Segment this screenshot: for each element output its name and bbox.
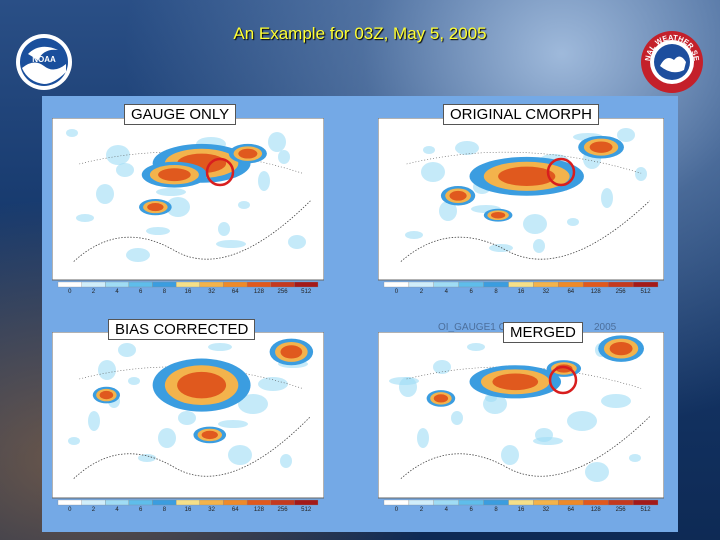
highlight-circle xyxy=(205,157,235,187)
colorbar-tick: 4 xyxy=(115,507,119,513)
colorbar-tick: 16 xyxy=(184,507,192,513)
colorbar-tick: 256 xyxy=(615,289,626,295)
highlight-circle xyxy=(546,157,576,187)
colorbar-tick: 8 xyxy=(494,507,498,513)
colorbar-tick: 2 xyxy=(419,507,424,513)
slide-title: An Example for 03Z, May 5, 2005 xyxy=(233,24,487,43)
faint-map-title: OI_GAUGE1 C xyxy=(438,322,506,333)
colorbar-tick: 128 xyxy=(590,507,601,513)
faint-map-year: 2005 xyxy=(594,322,617,333)
colorbar-tick: 32 xyxy=(208,289,215,295)
colorbar-tick: 128 xyxy=(590,289,601,295)
panel-label: GAUGE ONLY xyxy=(124,104,237,125)
colorbar-tick: 128 xyxy=(253,507,264,513)
colorbar-tick: 64 xyxy=(567,289,575,295)
colorbar-tick: 32 xyxy=(542,507,550,513)
colorbar-tick: 512 xyxy=(640,507,651,513)
colorbar-tick: 32 xyxy=(542,289,550,295)
colorbar-tick: 512 xyxy=(301,289,312,295)
noaa-logo: NOAA xyxy=(14,32,74,92)
nws-logo: NATIONAL WEATHER SERVICE xyxy=(637,23,704,94)
colorbar-tick: 0 xyxy=(394,289,399,295)
colorbar-tick: 256 xyxy=(615,507,626,513)
colorbar-tick: 6 xyxy=(139,289,143,295)
precip-map xyxy=(52,332,324,506)
colorbar-tick: 8 xyxy=(162,507,167,513)
colorbar-tick: 4 xyxy=(444,507,448,513)
precip-map xyxy=(52,118,324,288)
map-panel-2: 0 2 4 6 8 16 32 64 128 256 512 xyxy=(378,118,664,302)
colorbar-tick: 8 xyxy=(162,289,167,295)
precip-map xyxy=(378,332,664,506)
colorbar-tick: 0 xyxy=(68,507,72,513)
colorbar-tick: 16 xyxy=(517,507,525,513)
colorbar-tick: 128 xyxy=(253,289,264,295)
colorbar-tick: 64 xyxy=(231,289,239,295)
colorbar-tick: 2 xyxy=(91,289,96,295)
colorbar-tick: 512 xyxy=(640,289,651,295)
colorbar-tick: 4 xyxy=(444,289,448,295)
panel-label: BIAS CORRECTED xyxy=(108,319,256,340)
colorbar-tick: 0 xyxy=(394,507,399,513)
colorbar-tick: 2 xyxy=(91,507,96,513)
colorbar-tick: 6 xyxy=(469,507,473,513)
colorbar-tick: 4 xyxy=(115,289,119,295)
svg-text:NOAA: NOAA xyxy=(32,55,56,64)
map-panel-1: 0 2 4 6 8 16 32 64 128 256 512 xyxy=(52,118,324,302)
highlight-circle xyxy=(548,365,578,395)
colorbar-tick: 6 xyxy=(469,289,473,295)
colorbar-tick: 0 xyxy=(68,289,72,295)
colorbar-tick: 512 xyxy=(301,507,312,513)
colorbar-tick: 64 xyxy=(231,507,239,513)
colorbar-tick: 256 xyxy=(277,507,288,513)
colorbar-tick: 2 xyxy=(419,289,424,295)
colorbar-tick: 16 xyxy=(517,289,525,295)
precip-map xyxy=(378,118,664,288)
map-panel-3: 0 2 4 6 8 16 32 64 128 256 512 xyxy=(52,332,324,520)
colorbar-tick: 32 xyxy=(208,507,215,513)
colorbar-tick: 64 xyxy=(567,507,575,513)
map-panel-4: 0 2 4 6 8 16 32 64 128 256 512 xyxy=(378,332,664,520)
panel-label: MERGED xyxy=(503,322,583,343)
colorbar-tick: 256 xyxy=(277,289,288,295)
colorbar-tick: 8 xyxy=(494,289,498,295)
colorbar-tick: 6 xyxy=(139,507,143,513)
panel-label: ORIGINAL CMORPH xyxy=(443,104,599,125)
colorbar-tick: 16 xyxy=(184,289,192,295)
